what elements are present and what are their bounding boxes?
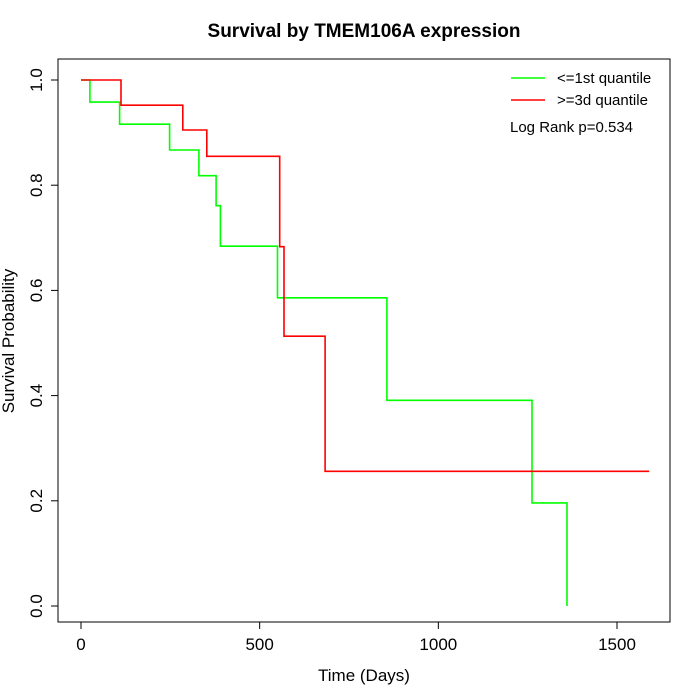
survival-curve-high xyxy=(81,79,650,473)
x-axis-label: Time (Days) xyxy=(318,666,410,685)
log-rank-annotation: Log Rank p=0.534 xyxy=(510,119,633,136)
y-tick-label: 0.4 xyxy=(27,384,46,408)
y-tick-label: 0.8 xyxy=(27,173,46,197)
legend-label-low: <=1st quantile xyxy=(557,70,651,87)
x-tick-label: 1500 xyxy=(598,635,636,654)
y-tick-label: 1.0 xyxy=(27,68,46,92)
x-tick-label: 1000 xyxy=(419,635,457,654)
legend-label-high: >=3d quantile xyxy=(557,92,648,109)
y-tick-label: 0.0 xyxy=(27,594,46,618)
x-axis: 0 500 1000 1500 xyxy=(76,621,636,654)
chart-title: Survival by TMEM106A expression xyxy=(208,21,521,42)
x-tick-label: 500 xyxy=(245,635,273,654)
legend: <=1st quantile >=3d quantile xyxy=(511,70,651,109)
y-tick-label: 0.6 xyxy=(27,279,46,303)
series-layer xyxy=(81,79,650,606)
x-tick-label: 0 xyxy=(76,635,85,654)
plot-frame xyxy=(57,58,671,623)
y-axis-label: Survival Probability xyxy=(0,268,18,413)
y-axis: 0.0 0.2 0.4 0.6 0.8 1.0 xyxy=(27,68,59,618)
y-tick-label: 0.2 xyxy=(27,489,46,513)
survival-curve-low xyxy=(81,79,568,606)
